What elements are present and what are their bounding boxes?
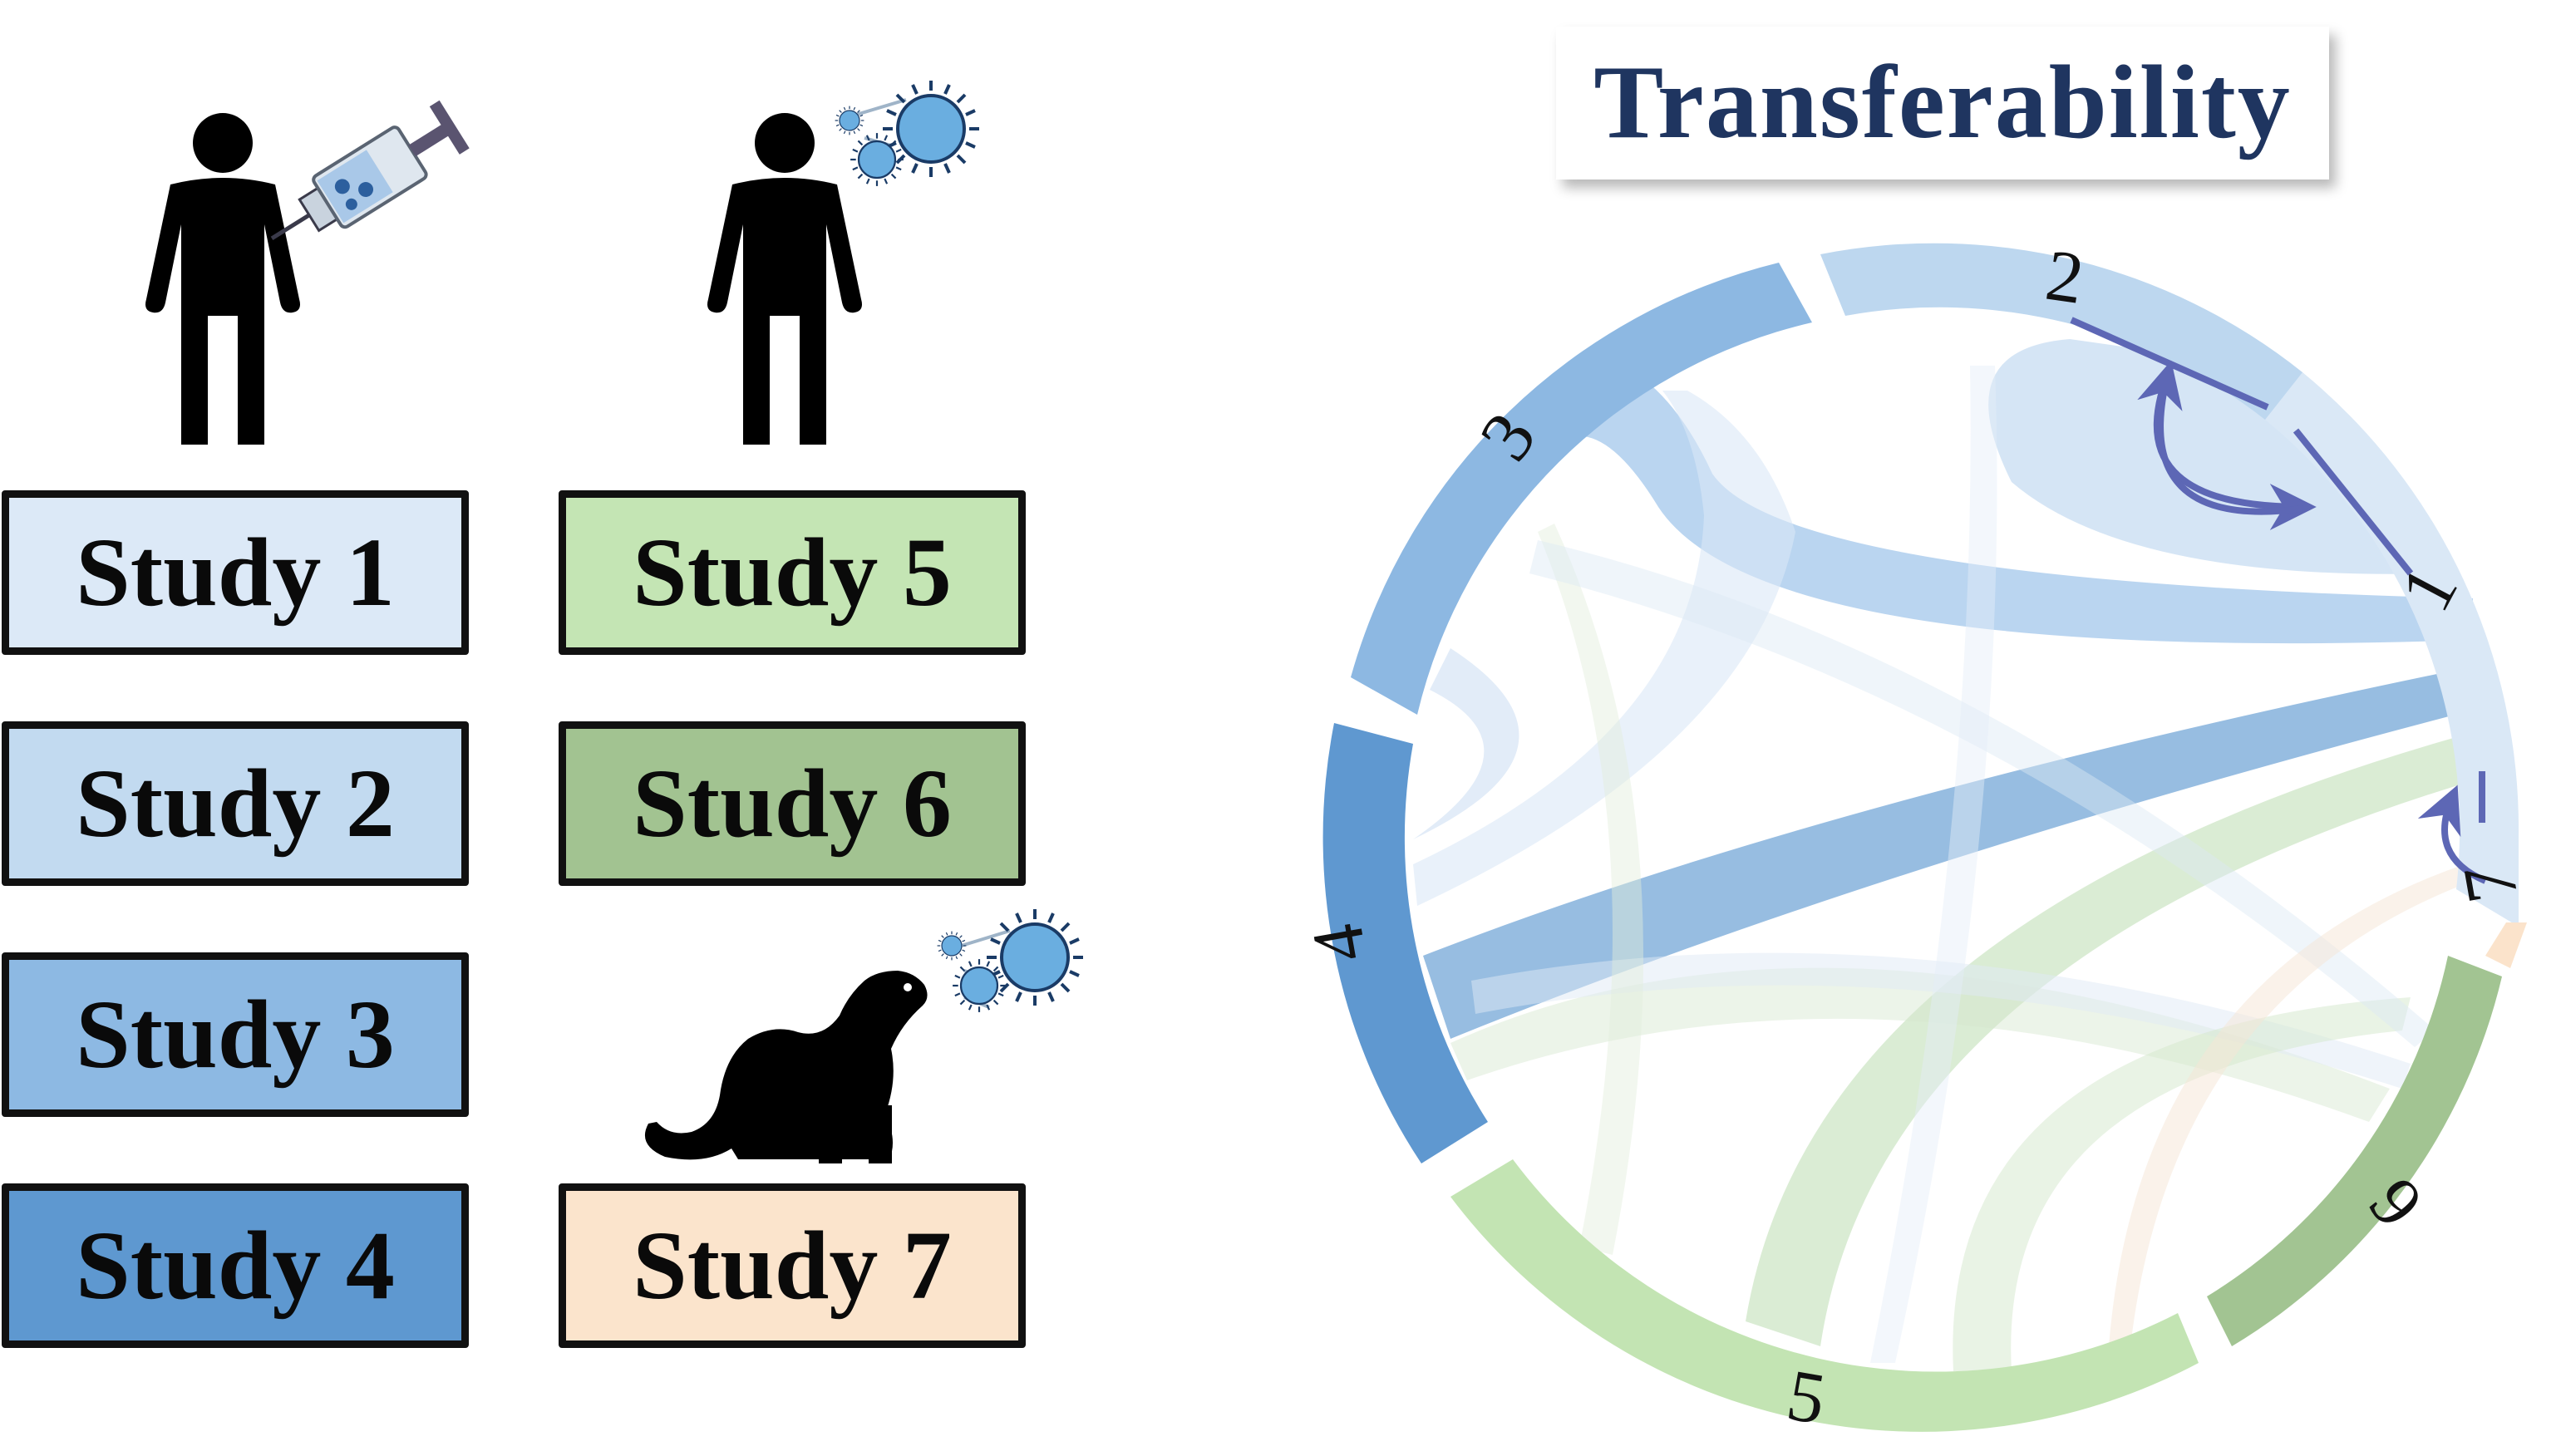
- chord-ring: [1322, 243, 2527, 1432]
- ribbon-3-4: [1413, 648, 1519, 839]
- study-3-box: Study 3: [2, 952, 469, 1117]
- ribbon-2-5: [1870, 366, 1997, 1363]
- segment-5: [1450, 1159, 2199, 1432]
- segment-3: [1351, 263, 1812, 715]
- study-6-box: Study 6: [559, 721, 1026, 886]
- ribbon-3-1: [1575, 353, 2473, 644]
- study-4-box: Study 4: [2, 1183, 469, 1348]
- segment-4: [1322, 723, 1488, 1163]
- ribbon-5-1: [1746, 731, 2485, 1346]
- ferret-icon: [644, 971, 928, 1163]
- transfer-arrows: [2070, 317, 2487, 884]
- person-icon: [145, 113, 300, 445]
- arrow-bar-1: [2293, 428, 2414, 576]
- ribbon-7-5: [2107, 864, 2473, 1371]
- ribbon-4-6: [1471, 952, 2411, 1089]
- chart-title: Transferability: [1556, 27, 2329, 180]
- virus-icon: [936, 908, 1085, 1014]
- study-7-label: Study 7: [633, 1211, 952, 1320]
- virus-icon: [834, 79, 981, 187]
- study-1-label: Study 1: [76, 518, 395, 627]
- segment-1: [2265, 372, 2519, 927]
- arrow-7-loop: [2417, 785, 2487, 884]
- study-7-box: Study 7: [559, 1183, 1026, 1348]
- study-5-box: Study 5: [559, 490, 1026, 655]
- ribbon-2-4: [1413, 391, 1795, 906]
- ribbon-3-6: [1529, 540, 2435, 1047]
- icon-layer: [145, 79, 1085, 1163]
- segment-2: [1820, 243, 2302, 420]
- person-icon: [707, 113, 862, 445]
- segment-7: [2485, 922, 2527, 968]
- study-2-box: Study 2: [2, 721, 469, 886]
- ribbon-6-4: [1450, 967, 2390, 1122]
- chord-ribbons: [1413, 339, 2487, 1371]
- arrow-1-to-2: [2137, 360, 2303, 515]
- ribbon-4-1: [1423, 665, 2487, 1039]
- segment-6: [2207, 956, 2502, 1346]
- syringe-icon: [270, 100, 470, 240]
- study-5-label: Study 5: [633, 518, 952, 627]
- study-1-box: Study 1: [2, 490, 469, 655]
- study-2-label: Study 2: [76, 749, 395, 858]
- ribbon-2-1: [1988, 339, 2440, 574]
- study-6-label: Study 6: [633, 749, 952, 858]
- ribbon-5-3: [1538, 524, 1644, 1255]
- chart-title-text: Transferability: [1593, 45, 2292, 160]
- ribbon-5-6: [1953, 997, 2411, 1371]
- study-4-label: Study 4: [76, 1211, 395, 1320]
- study-3-label: Study 3: [76, 980, 395, 1089]
